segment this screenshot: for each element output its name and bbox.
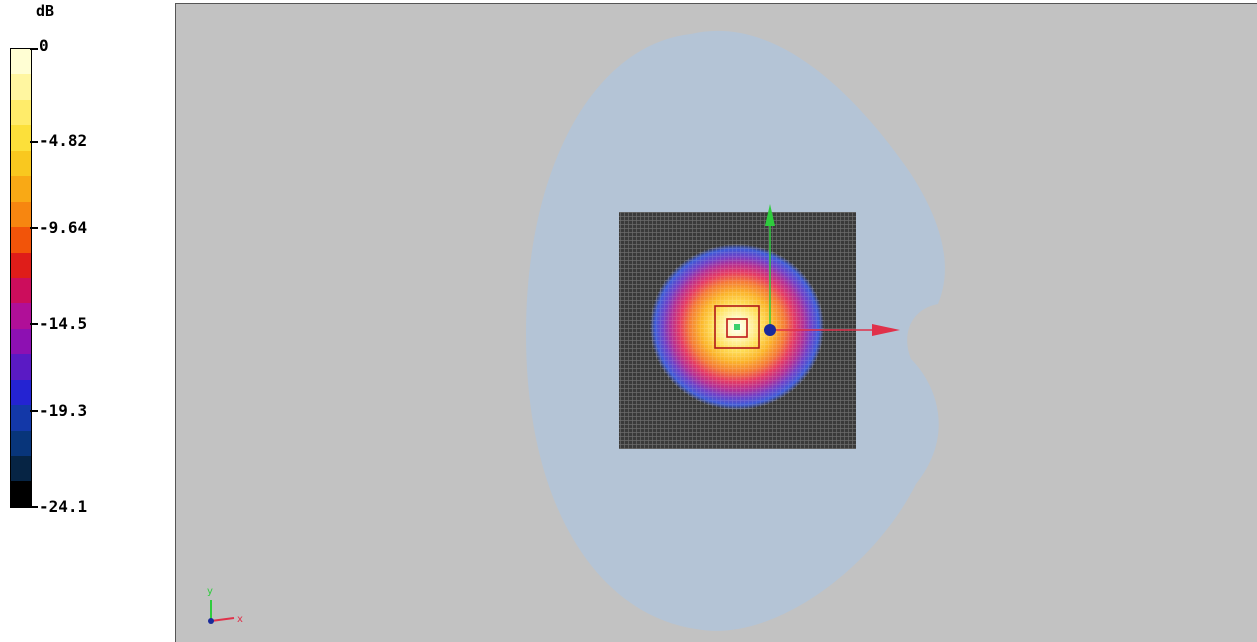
- legend-swatch-0: [11, 49, 31, 75]
- legend-tick-mark: [30, 141, 38, 143]
- legend-tick-label-2: -9.64: [39, 218, 88, 237]
- legend-swatch-7: [11, 227, 31, 253]
- scene-canvas: y x: [207, 30, 945, 631]
- source-center-marker: [734, 324, 740, 330]
- legend-swatch-2: [11, 99, 31, 126]
- legend-swatch-14: [11, 405, 31, 431]
- legend-swatch-5: [11, 176, 31, 202]
- legend-swatch-8: [11, 252, 31, 278]
- legend-swatch-10: [11, 303, 31, 329]
- source-inner-square: [726, 318, 748, 338]
- source-outer-square: [714, 305, 760, 349]
- legend-tick-mark: [30, 506, 38, 508]
- legend-tick-mark: [30, 410, 38, 412]
- legend-swatch-1: [11, 74, 31, 100]
- 3d-viewport[interactable]: y x: [175, 3, 1257, 642]
- legend-tick-label-4: -19.3: [39, 401, 88, 420]
- legend-tick-label-5: -24.1: [39, 497, 88, 516]
- orientation-triad-icon: [208, 600, 235, 624]
- legend-tick-label-3: -14.5: [39, 314, 88, 333]
- origin-sphere-icon: [764, 324, 776, 336]
- legend-swatch-17: [11, 481, 31, 507]
- legend-unit-label: dB: [36, 2, 55, 20]
- y-axis-arrow-icon: [765, 204, 775, 330]
- legend-swatch-6: [11, 201, 31, 228]
- legend-tick-mark: [30, 323, 38, 325]
- legend-swatch-11: [11, 328, 31, 355]
- legend-swatch-3: [11, 125, 31, 151]
- triad-y-label: y: [207, 586, 213, 597]
- legend-tick-label-0: 0: [39, 36, 49, 55]
- legend-tick-mark: [30, 48, 38, 50]
- legend-swatch-4: [11, 150, 31, 177]
- triad-x-label: x: [237, 614, 243, 625]
- legend-swatch-12: [11, 354, 31, 380]
- legend-color-bar: [10, 48, 32, 508]
- legend-swatch-15: [11, 430, 31, 456]
- legend-tick-mark: [30, 227, 38, 229]
- legend-swatch-13: [11, 379, 31, 406]
- legend-swatch-16: [11, 456, 31, 482]
- color-legend: dB 0 -4.82 -9.64 -14.5 -19.3 -24.1: [0, 0, 175, 642]
- legend-swatch-9: [11, 277, 31, 304]
- legend-tick-label-1: -4.82: [39, 131, 88, 150]
- x-axis-arrow-icon: [770, 324, 900, 336]
